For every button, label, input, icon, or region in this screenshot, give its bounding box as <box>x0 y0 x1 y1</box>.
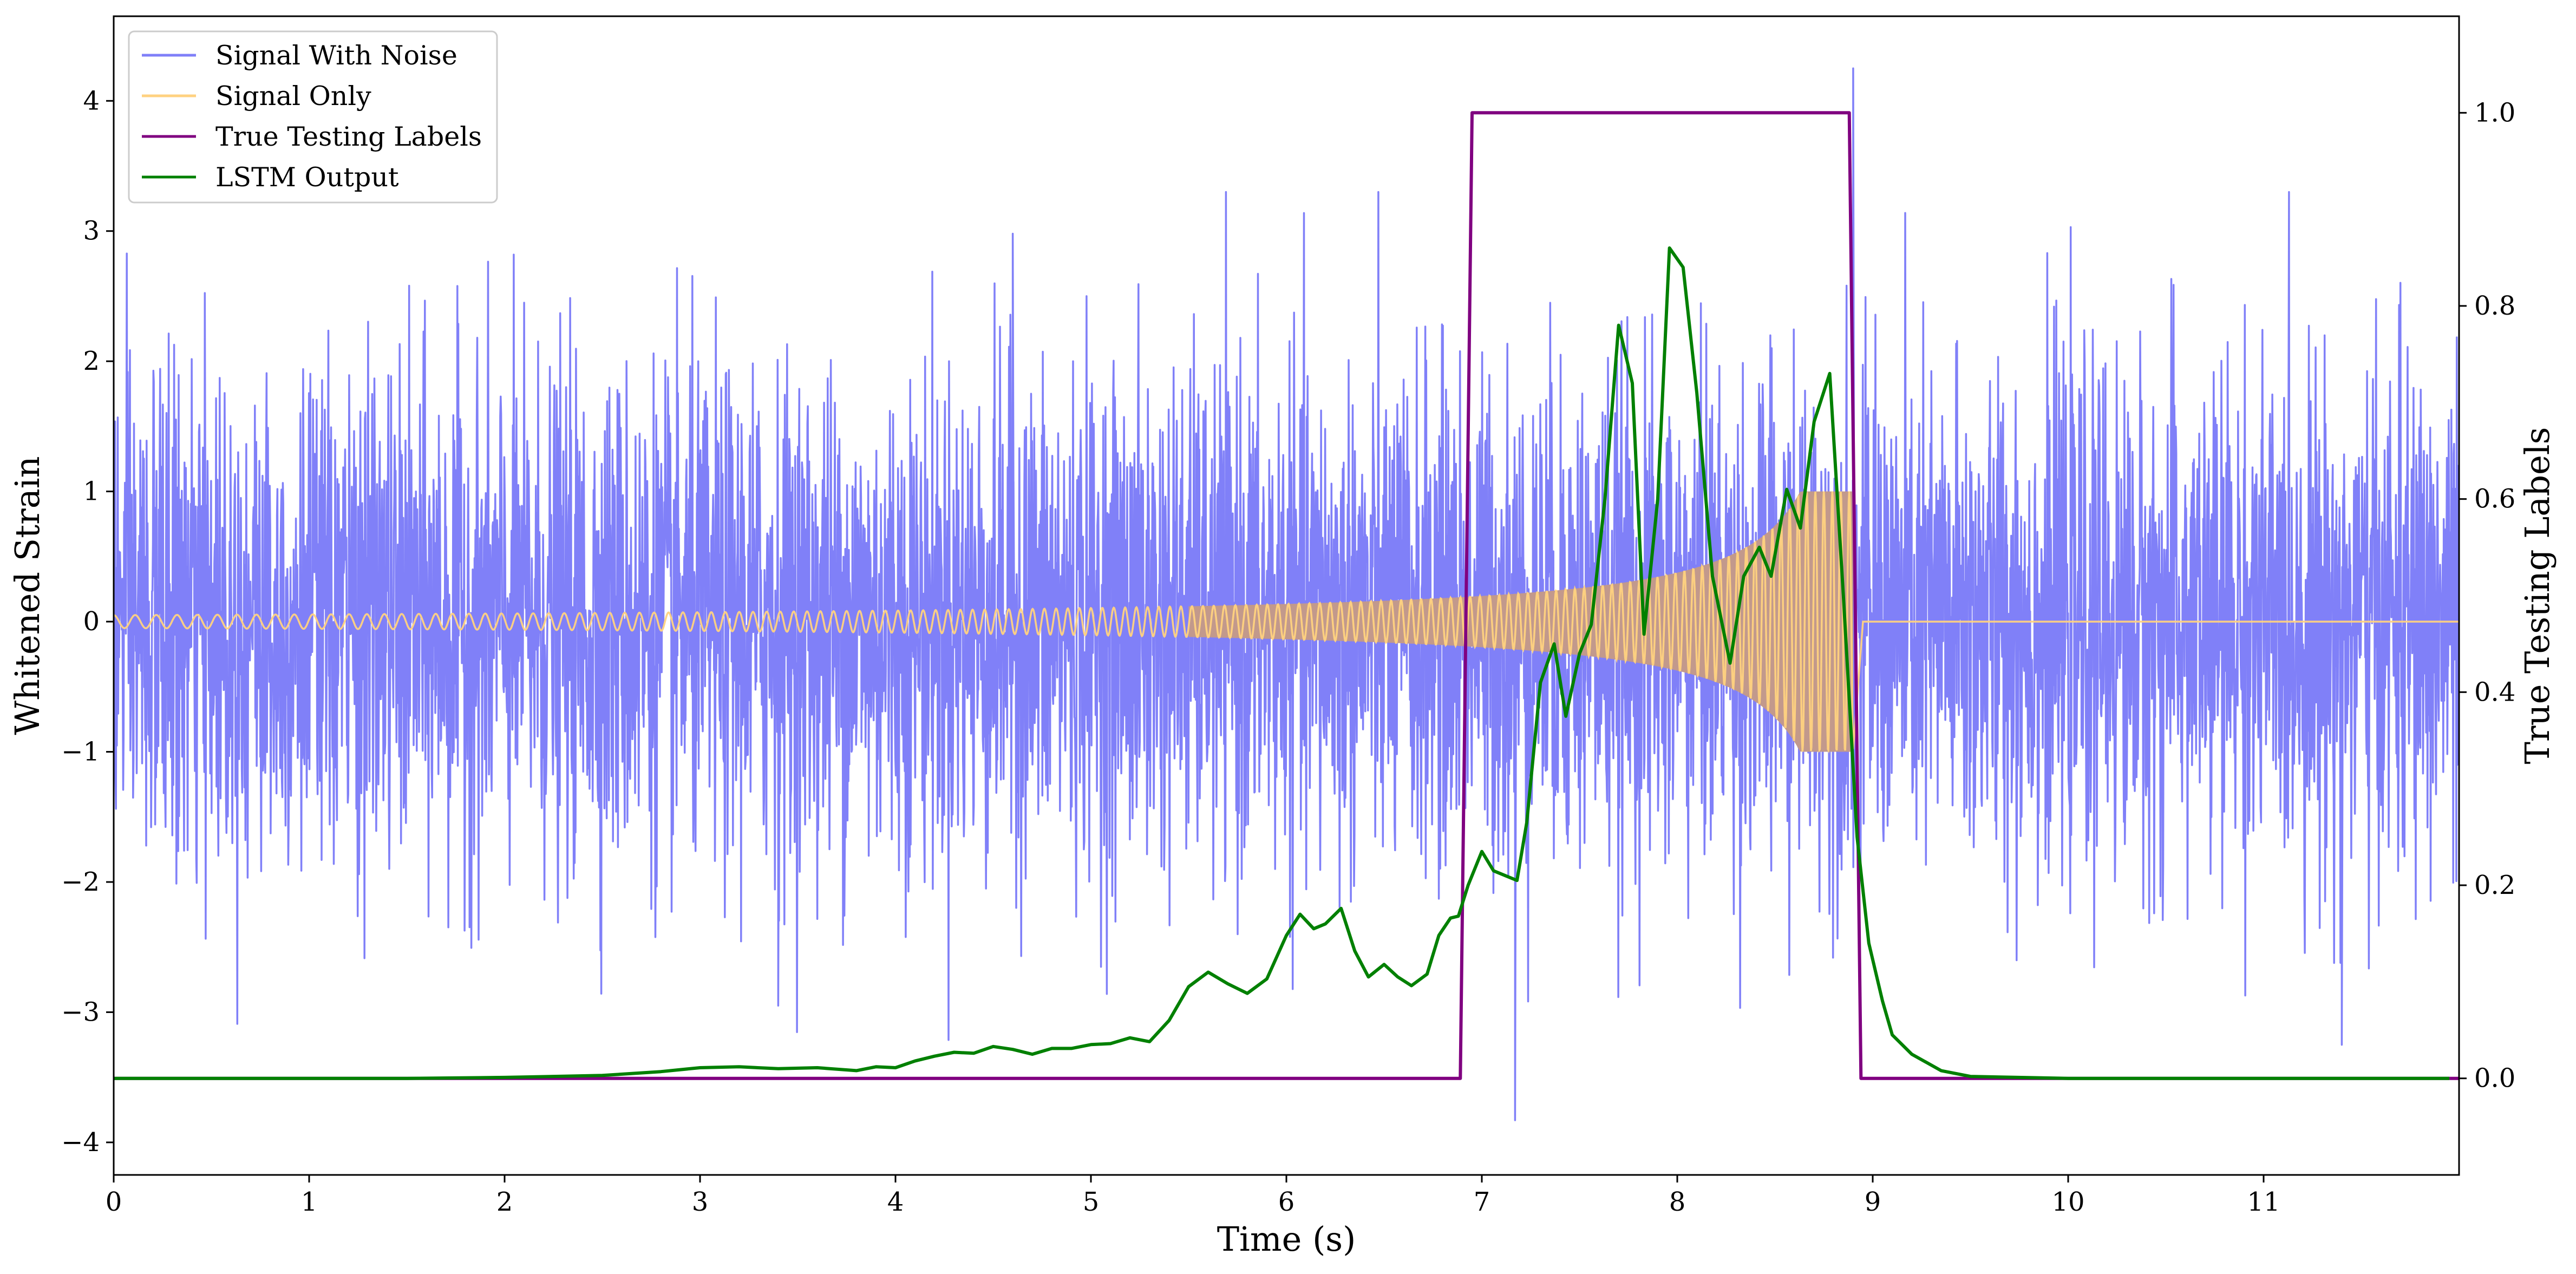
y-tick-label: −1 <box>61 737 100 767</box>
x-tick-label: 5 <box>1083 1187 1100 1217</box>
x-tick-label: 10 <box>2051 1187 2084 1217</box>
legend: Signal With Noise Signal Only True Testi… <box>128 30 498 204</box>
y-tick-label: 3 <box>83 216 100 246</box>
legend-box <box>128 30 498 204</box>
legend-label-lstm-output: LSTM Output <box>215 162 399 193</box>
x-axis-label: Time (s) <box>1217 1219 1356 1259</box>
x-tick-label: 8 <box>1669 1187 1686 1217</box>
x-axis: 0 1 2 3 4 5 6 7 8 9 10 11 <box>106 1175 2280 1217</box>
y-tick-label: 0 <box>83 606 100 637</box>
true-testing-labels-series <box>114 111 2459 1080</box>
y2-tick-label: 0.6 <box>2474 484 2515 514</box>
legend-label-signal-only: Signal Only <box>215 81 371 112</box>
x-tick-label: 4 <box>887 1187 904 1217</box>
x-tick-label: 9 <box>1865 1187 1881 1217</box>
signal-only-line <box>114 491 2459 754</box>
y2-tick-label: 0.0 <box>2474 1063 2515 1094</box>
x-tick-label: 7 <box>1474 1187 1490 1217</box>
signal-only-series <box>114 491 2459 754</box>
x-tick-label: 0 <box>106 1187 122 1217</box>
legend-label-signal-with-noise: Signal With Noise <box>215 40 457 71</box>
y-tick-label: 1 <box>83 476 100 507</box>
y-tick-label: −2 <box>61 867 100 897</box>
x-tick-label: 6 <box>1278 1187 1295 1217</box>
y-axis-right-label: True Testing Labels <box>2518 427 2557 765</box>
y-tick-label: −3 <box>61 997 100 1027</box>
y-axis-right: 0.0 0.2 0.4 0.6 0.8 1.0 <box>2459 97 2515 1094</box>
legend-label-true-testing-labels: True Testing Labels <box>215 121 482 152</box>
y2-tick-label: 0.8 <box>2474 291 2515 321</box>
y-tick-label: 2 <box>83 346 100 376</box>
y-axis-left: −4 −3 −2 −1 0 1 2 3 4 <box>61 86 114 1158</box>
y-tick-label: 4 <box>83 86 100 116</box>
x-tick-label: 1 <box>301 1187 318 1217</box>
y-axis-left-label: Whitened Strain <box>8 456 47 735</box>
y-tick-label: −4 <box>61 1127 100 1158</box>
y2-tick-label: 1.0 <box>2474 97 2515 128</box>
y2-tick-label: 0.4 <box>2474 677 2515 707</box>
signal-with-noise-line <box>114 67 2459 1121</box>
x-tick-label: 3 <box>692 1187 709 1217</box>
x-tick-label: 11 <box>2247 1187 2280 1217</box>
x-tick-label: 2 <box>496 1187 513 1217</box>
y2-tick-label: 0.2 <box>2474 870 2515 900</box>
true-testing-labels-line <box>114 111 2459 1080</box>
signal-with-noise-series <box>114 67 2459 1121</box>
lstm-output-line <box>114 246 2449 1080</box>
lstm-output-series <box>114 246 2449 1080</box>
